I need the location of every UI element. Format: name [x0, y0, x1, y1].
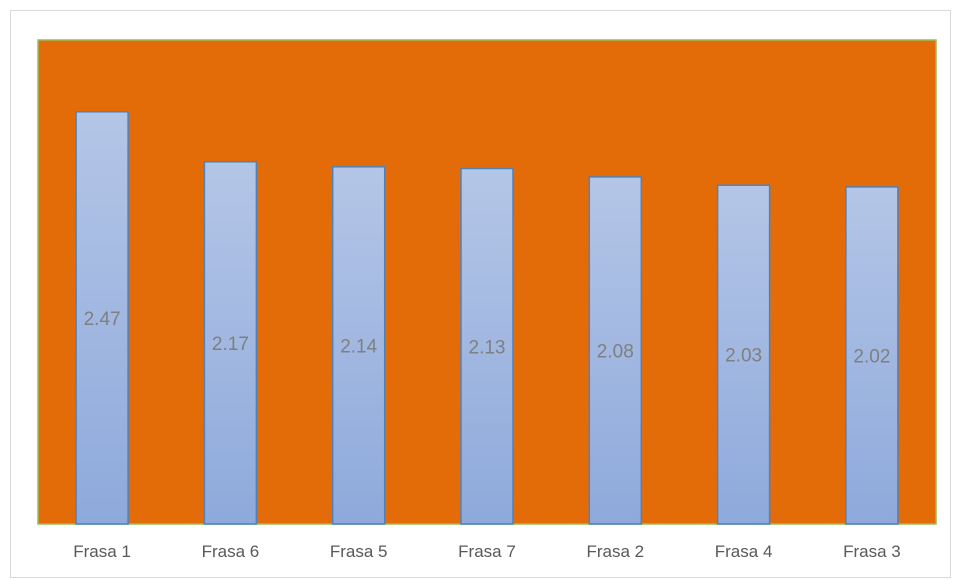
category-label: Frasa 7 [458, 542, 516, 561]
bar [845, 186, 899, 525]
category-label: Frasa 1 [73, 542, 131, 561]
bar [203, 161, 258, 525]
category-label: Frasa 3 [843, 542, 901, 561]
bar [331, 166, 386, 525]
data-label: 2.47 [84, 309, 121, 330]
data-label: 2.13 [469, 337, 506, 358]
bar [75, 111, 129, 525]
data-label: 2.02 [853, 346, 890, 367]
data-label: 2.17 [212, 334, 249, 355]
category-label: Frasa 2 [586, 542, 644, 561]
category-label: Frasa 4 [715, 542, 773, 561]
category-label: Frasa 5 [330, 542, 388, 561]
bar [716, 184, 771, 525]
bar [588, 176, 643, 525]
data-label: 2.08 [597, 341, 634, 362]
data-label: 2.14 [340, 336, 377, 357]
bar [460, 167, 514, 525]
data-label: 2.03 [725, 346, 762, 367]
category-label: Frasa 6 [202, 542, 260, 561]
